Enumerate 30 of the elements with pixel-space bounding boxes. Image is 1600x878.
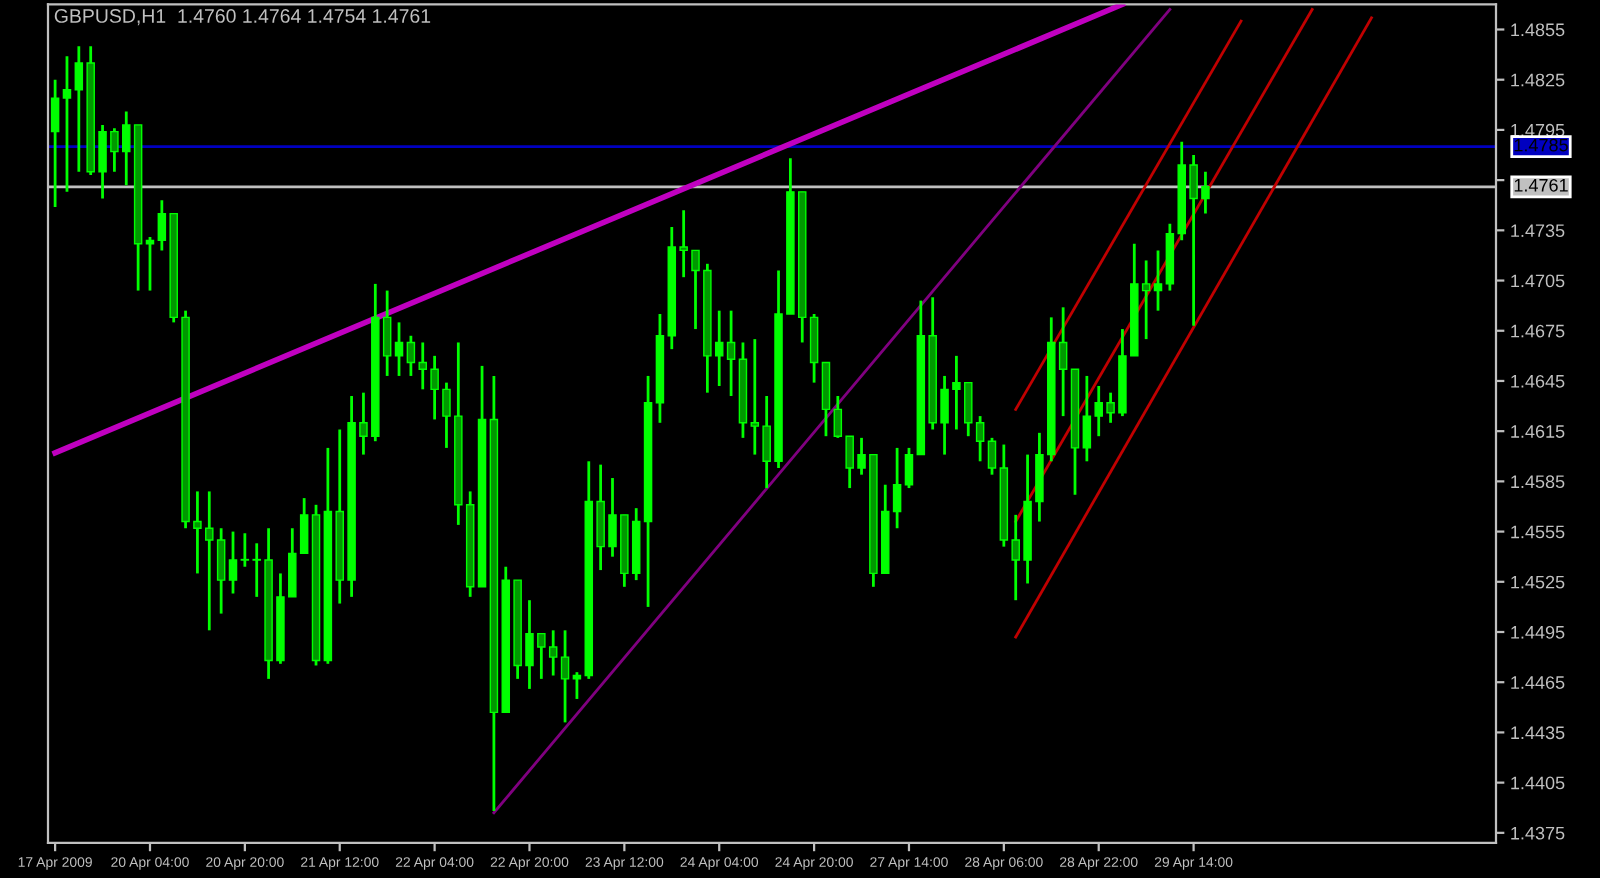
y-tick-label: 1.4435 [1511, 726, 1565, 740]
candlestick [987, 436, 997, 477]
ref-line-label: 1.4761 [1514, 178, 1568, 192]
candlestick [50, 78, 60, 209]
candlestick [228, 530, 238, 595]
candlestick [62, 54, 72, 194]
y-tick-label: 1.4405 [1511, 776, 1565, 790]
candlestick [904, 446, 914, 490]
candlestick [809, 312, 819, 385]
y-tick-label: 1.4465 [1511, 676, 1565, 689]
y-tick-label: 1.4855 [1511, 23, 1565, 37]
y-tick-label: 1.4585 [1511, 475, 1565, 489]
candlestick [1153, 249, 1163, 313]
candlestick [572, 670, 582, 701]
candlestick [394, 320, 404, 378]
y-tick-label: 1.4705 [1511, 274, 1565, 288]
y-tick-label: 1.4735 [1511, 224, 1565, 238]
y-tick-label: 1.4495 [1511, 625, 1565, 639]
chart-title: GBPUSD,H1 1.4760 1.4764 1.4754 1.4761 [54, 9, 431, 26]
y-tick-label: 1.4525 [1511, 575, 1565, 589]
y-tick-label: 1.4615 [1511, 425, 1565, 438]
ref-line-label: 1.4785 [1514, 138, 1568, 152]
y-tick-label: 1.4555 [1511, 525, 1565, 539]
y-tick-label: 1.4825 [1511, 73, 1565, 87]
candlestick [560, 628, 570, 724]
y-tick-label: 1.4645 [1511, 374, 1565, 388]
candlestick [821, 361, 831, 438]
candlestick [726, 309, 736, 398]
y-tick-label: 1.4675 [1511, 324, 1565, 338]
y-tick-label: 1.4375 [1511, 826, 1565, 840]
